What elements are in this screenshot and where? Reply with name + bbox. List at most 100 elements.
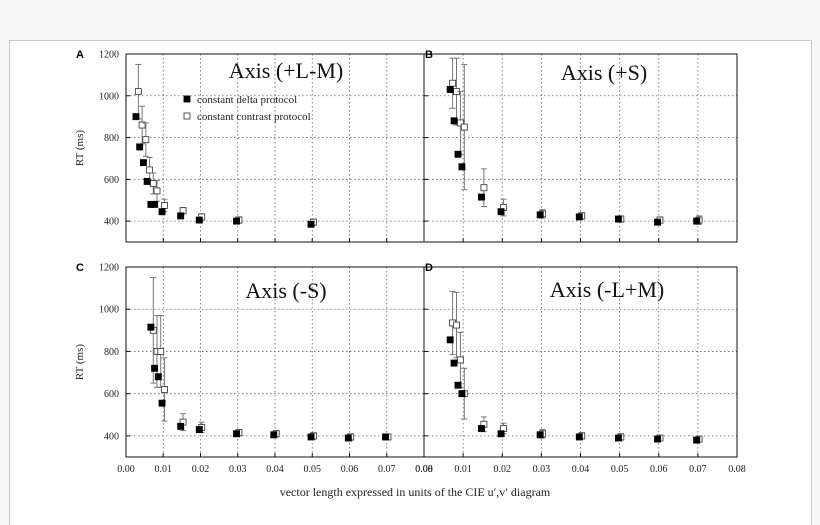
data-point-contrast <box>134 88 142 96</box>
x-tick-label: 0.08 <box>415 464 433 475</box>
data-point-contrast <box>460 123 468 131</box>
data-point-delta <box>575 213 583 221</box>
data-point-delta <box>575 433 583 441</box>
data-point-delta <box>497 430 505 438</box>
y-tick-label: 400 <box>104 217 119 228</box>
data-point-contrast <box>453 321 460 329</box>
data-point-delta <box>454 381 462 389</box>
data-point-contrast <box>142 136 150 144</box>
x-tick-label: 0.02 <box>192 464 210 475</box>
y-tick-label: 1000 <box>99 305 119 316</box>
data-point-delta <box>233 430 241 438</box>
panel-title: Axis (-L+M) <box>550 277 664 302</box>
x-tick-label: 0.08 <box>728 464 746 475</box>
data-point-delta <box>233 217 241 225</box>
legend-marker-contrast <box>183 112 191 120</box>
panel-letter: D <box>425 262 433 274</box>
panel-letter: A <box>76 49 84 61</box>
panel-letter: C <box>76 262 84 274</box>
panel-c: 400 600 800 1000 1200 0.00 0.01 0.02 0.03 0.04 0.0… <box>74 262 433 475</box>
data-point-contrast <box>157 347 165 355</box>
data-point-delta <box>654 218 661 226</box>
x-tick-label: 0.04 <box>266 464 284 475</box>
data-point-delta <box>195 426 203 434</box>
y-tick-label: 1000 <box>99 91 119 102</box>
data-point-delta <box>151 200 159 208</box>
legend-entry: constant contrast protocol <box>197 111 311 123</box>
data-point-delta <box>693 217 701 225</box>
data-point-contrast <box>480 184 488 192</box>
data-point-contrast <box>160 201 168 209</box>
data-point-delta <box>177 212 185 220</box>
panel-b: B Axis (+S) <box>423 49 738 243</box>
data-point-contrast <box>449 79 457 87</box>
x-tick-label: 0.00 <box>117 464 135 475</box>
x-tick-label: 0.01 <box>155 464 173 475</box>
data-point-delta <box>458 390 466 398</box>
x-tick-label: 0.04 <box>572 464 590 475</box>
x-tick-label: 0.06 <box>341 464 359 475</box>
data-point-delta <box>158 208 166 216</box>
panel-title: Axis (+S) <box>561 60 647 85</box>
data-point-contrast <box>160 385 168 393</box>
y-tick-label: 800 <box>104 133 119 144</box>
x-tick-label: 0.07 <box>689 464 707 475</box>
legend: constant delta protocol constant contrast… <box>183 94 311 123</box>
data-point-delta <box>450 359 458 367</box>
x-tick-label: 0.03 <box>229 464 247 475</box>
data-point-delta <box>536 211 544 219</box>
data-point-contrast <box>153 187 161 195</box>
x-tick-label: 0.00 <box>415 464 433 475</box>
data-point-delta <box>154 373 162 381</box>
data-point-delta <box>654 435 661 443</box>
data-point-delta <box>478 425 485 432</box>
y-tick-label: 800 <box>104 347 119 358</box>
panel-d: 0.00 0.01 0.02 0.03 0.04 0.05 0.06 0.07 0.08 D Axi… <box>415 262 746 475</box>
data-point-delta <box>136 143 144 151</box>
data-point-delta <box>454 150 462 158</box>
x-axis-label: vector length expressed in units of the … <box>280 485 551 499</box>
data-point-contrast <box>138 121 146 129</box>
data-point-delta <box>450 117 458 125</box>
x-tick-label: 0.07 <box>378 464 396 475</box>
data-point-contrast <box>149 180 157 187</box>
data-point-delta <box>177 422 185 430</box>
y-tick-label: 400 <box>104 431 119 442</box>
data-point-delta <box>693 436 701 444</box>
data-point-contrast <box>456 356 464 364</box>
y-axis-label: RT (ms) <box>74 130 86 166</box>
data-point-delta <box>446 336 454 344</box>
panel-title: Axis (-S) <box>245 278 326 303</box>
data-point-delta <box>446 86 454 93</box>
data-point-delta <box>497 208 505 216</box>
data-point-delta <box>614 434 622 442</box>
y-tick-label: 1200 <box>99 263 119 274</box>
data-point-delta <box>147 323 155 331</box>
panel-letter: B <box>425 49 433 61</box>
data-point-delta <box>536 431 544 439</box>
y-tick-label: 1200 <box>99 50 119 61</box>
y-tick-label: 600 <box>104 389 119 400</box>
x-tick-label: 0.06 <box>650 464 668 475</box>
data-point-delta <box>195 216 203 224</box>
data-point-delta <box>139 159 147 167</box>
x-tick-label: 0.01 <box>454 464 472 475</box>
data-point-delta <box>158 399 166 407</box>
y-axis-label: RT (ms) <box>74 344 86 380</box>
data-point-delta <box>151 364 159 372</box>
x-tick-label: 0.03 <box>533 464 551 475</box>
data-point-delta <box>458 163 466 171</box>
x-tick-label: 0.05 <box>304 464 322 475</box>
data-point-delta <box>307 220 315 228</box>
data-point-delta <box>143 177 151 185</box>
legend-entry: constant delta protocol <box>197 94 297 106</box>
data-point-delta <box>270 431 278 439</box>
figure-frame <box>9 40 812 525</box>
data-point-delta <box>614 215 622 223</box>
data-point-contrast <box>146 166 154 174</box>
data-point-delta <box>344 434 352 442</box>
data-point-delta <box>478 193 485 201</box>
data-point-delta <box>382 433 389 441</box>
x-tick-label: 0.05 <box>611 464 629 475</box>
data-point-delta <box>132 113 140 121</box>
